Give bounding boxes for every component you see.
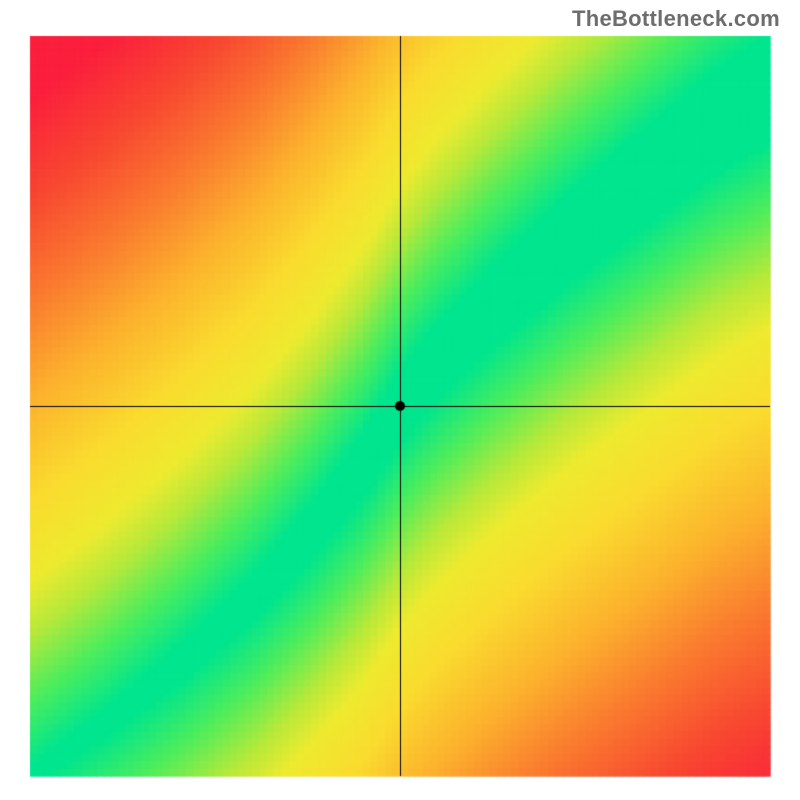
bottleneck-heatmap	[0, 0, 800, 800]
watermark-text: TheBottleneck.com	[572, 6, 780, 32]
chart-container: TheBottleneck.com	[0, 0, 800, 800]
